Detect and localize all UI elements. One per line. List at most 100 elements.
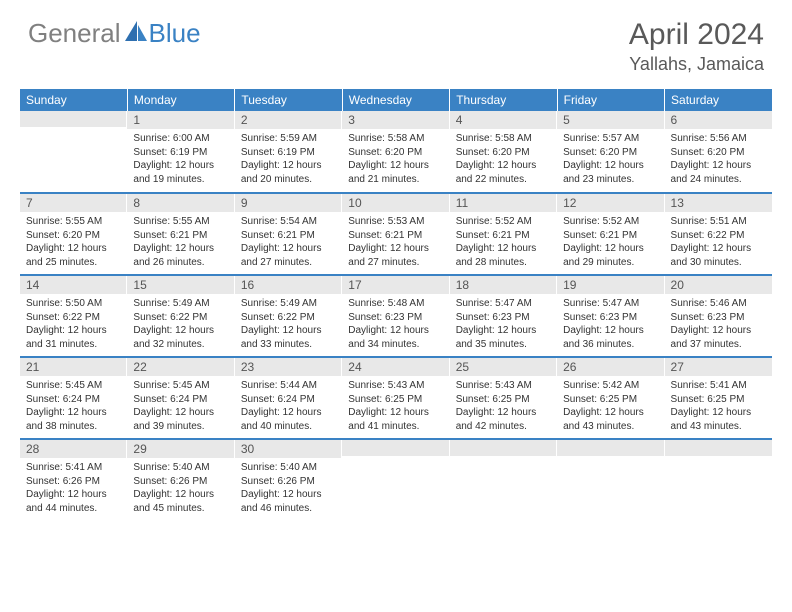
daylight-text: Daylight: 12 hours and 38 minutes. xyxy=(26,406,121,433)
brand-logo: General Blue xyxy=(28,18,201,49)
sunset-text: Sunset: 6:24 PM xyxy=(133,393,228,407)
sunrise-text: Sunrise: 5:50 AM xyxy=(26,297,121,311)
weekday-header: Monday xyxy=(127,89,234,111)
day-number: 30 xyxy=(235,440,342,458)
sunset-text: Sunset: 6:26 PM xyxy=(133,475,228,489)
daylight-text: Daylight: 12 hours and 31 minutes. xyxy=(26,324,121,351)
day-number: 21 xyxy=(20,358,127,376)
day-content: Sunrise: 5:58 AMSunset: 6:20 PMDaylight:… xyxy=(342,129,449,190)
sunset-text: Sunset: 6:21 PM xyxy=(456,229,551,243)
title-block: April 2024 Yallahs, Jamaica xyxy=(629,18,764,75)
daylight-text: Daylight: 12 hours and 29 minutes. xyxy=(563,242,658,269)
day-number xyxy=(342,440,449,456)
day-number: 5 xyxy=(557,111,664,129)
calendar-day-cell: 6Sunrise: 5:56 AMSunset: 6:20 PMDaylight… xyxy=(665,111,772,193)
daylight-text: Daylight: 12 hours and 44 minutes. xyxy=(26,488,121,515)
sunset-text: Sunset: 6:23 PM xyxy=(456,311,551,325)
calendar-day-cell: 17Sunrise: 5:48 AMSunset: 6:23 PMDayligh… xyxy=(342,275,449,357)
sunset-text: Sunset: 6:26 PM xyxy=(241,475,336,489)
weekday-header-row: Sunday Monday Tuesday Wednesday Thursday… xyxy=(20,89,772,111)
sunset-text: Sunset: 6:21 PM xyxy=(348,229,443,243)
sunset-text: Sunset: 6:20 PM xyxy=(563,146,658,160)
sunrise-text: Sunrise: 5:43 AM xyxy=(456,379,551,393)
sunrise-text: Sunrise: 5:42 AM xyxy=(563,379,658,393)
calendar-day-cell: 27Sunrise: 5:41 AMSunset: 6:25 PMDayligh… xyxy=(665,357,772,439)
day-content: Sunrise: 5:45 AMSunset: 6:24 PMDaylight:… xyxy=(20,376,127,437)
calendar-day-cell: 8Sunrise: 5:55 AMSunset: 6:21 PMDaylight… xyxy=(127,193,234,275)
sunrise-text: Sunrise: 5:59 AM xyxy=(241,132,336,146)
day-number: 15 xyxy=(127,276,234,294)
daylight-text: Daylight: 12 hours and 41 minutes. xyxy=(348,406,443,433)
day-content: Sunrise: 5:45 AMSunset: 6:24 PMDaylight:… xyxy=(127,376,234,437)
calendar-day-cell: 3Sunrise: 5:58 AMSunset: 6:20 PMDaylight… xyxy=(342,111,449,193)
day-content: Sunrise: 5:49 AMSunset: 6:22 PMDaylight:… xyxy=(235,294,342,355)
day-number: 24 xyxy=(342,358,449,376)
sunrise-text: Sunrise: 5:53 AM xyxy=(348,215,443,229)
daylight-text: Daylight: 12 hours and 21 minutes. xyxy=(348,159,443,186)
day-content: Sunrise: 5:51 AMSunset: 6:22 PMDaylight:… xyxy=(665,212,772,273)
day-number: 23 xyxy=(235,358,342,376)
calendar-day-cell: 26Sunrise: 5:42 AMSunset: 6:25 PMDayligh… xyxy=(557,357,664,439)
day-number xyxy=(20,111,127,127)
calendar-day-cell: 28Sunrise: 5:41 AMSunset: 6:26 PMDayligh… xyxy=(20,439,127,521)
day-content: Sunrise: 5:47 AMSunset: 6:23 PMDaylight:… xyxy=(450,294,557,355)
calendar-day-cell: 30Sunrise: 5:40 AMSunset: 6:26 PMDayligh… xyxy=(235,439,342,521)
sunset-text: Sunset: 6:24 PM xyxy=(241,393,336,407)
sunrise-text: Sunrise: 5:46 AM xyxy=(671,297,766,311)
sunrise-text: Sunrise: 5:41 AM xyxy=(26,461,121,475)
day-number: 3 xyxy=(342,111,449,129)
day-content: Sunrise: 6:00 AMSunset: 6:19 PMDaylight:… xyxy=(127,129,234,190)
day-content: Sunrise: 5:59 AMSunset: 6:19 PMDaylight:… xyxy=(235,129,342,190)
daylight-text: Daylight: 12 hours and 26 minutes. xyxy=(133,242,228,269)
day-number: 9 xyxy=(235,194,342,212)
sunset-text: Sunset: 6:26 PM xyxy=(26,475,121,489)
day-content: Sunrise: 5:43 AMSunset: 6:25 PMDaylight:… xyxy=(342,376,449,437)
day-number: 13 xyxy=(665,194,772,212)
sunrise-text: Sunrise: 5:54 AM xyxy=(241,215,336,229)
sunrise-text: Sunrise: 5:55 AM xyxy=(26,215,121,229)
day-number: 6 xyxy=(665,111,772,129)
day-content: Sunrise: 5:52 AMSunset: 6:21 PMDaylight:… xyxy=(450,212,557,273)
daylight-text: Daylight: 12 hours and 30 minutes. xyxy=(671,242,766,269)
sunset-text: Sunset: 6:23 PM xyxy=(348,311,443,325)
calendar-day-cell: 21Sunrise: 5:45 AMSunset: 6:24 PMDayligh… xyxy=(20,357,127,439)
calendar-day-cell: 24Sunrise: 5:43 AMSunset: 6:25 PMDayligh… xyxy=(342,357,449,439)
daylight-text: Daylight: 12 hours and 42 minutes. xyxy=(456,406,551,433)
calendar-day-cell: 29Sunrise: 5:40 AMSunset: 6:26 PMDayligh… xyxy=(127,439,234,521)
daylight-text: Daylight: 12 hours and 19 minutes. xyxy=(133,159,228,186)
calendar-day-cell: 20Sunrise: 5:46 AMSunset: 6:23 PMDayligh… xyxy=(665,275,772,357)
day-content: Sunrise: 5:56 AMSunset: 6:20 PMDaylight:… xyxy=(665,129,772,190)
sunset-text: Sunset: 6:25 PM xyxy=(348,393,443,407)
day-number xyxy=(557,440,664,456)
daylight-text: Daylight: 12 hours and 32 minutes. xyxy=(133,324,228,351)
day-number: 18 xyxy=(450,276,557,294)
sunset-text: Sunset: 6:22 PM xyxy=(133,311,228,325)
day-number: 7 xyxy=(20,194,127,212)
calendar-day-cell: 25Sunrise: 5:43 AMSunset: 6:25 PMDayligh… xyxy=(450,357,557,439)
sunset-text: Sunset: 6:23 PM xyxy=(671,311,766,325)
day-number: 16 xyxy=(235,276,342,294)
sunset-text: Sunset: 6:25 PM xyxy=(671,393,766,407)
daylight-text: Daylight: 12 hours and 35 minutes. xyxy=(456,324,551,351)
location: Yallahs, Jamaica xyxy=(629,54,764,75)
sunset-text: Sunset: 6:24 PM xyxy=(26,393,121,407)
calendar-week-row: 21Sunrise: 5:45 AMSunset: 6:24 PMDayligh… xyxy=(20,357,772,439)
sunset-text: Sunset: 6:25 PM xyxy=(563,393,658,407)
sunset-text: Sunset: 6:21 PM xyxy=(241,229,336,243)
day-content: Sunrise: 5:40 AMSunset: 6:26 PMDaylight:… xyxy=(235,458,342,519)
sunrise-text: Sunrise: 5:49 AM xyxy=(241,297,336,311)
day-number: 27 xyxy=(665,358,772,376)
sunset-text: Sunset: 6:21 PM xyxy=(133,229,228,243)
day-content: Sunrise: 5:43 AMSunset: 6:25 PMDaylight:… xyxy=(450,376,557,437)
sunrise-text: Sunrise: 5:44 AM xyxy=(241,379,336,393)
sunrise-text: Sunrise: 5:58 AM xyxy=(348,132,443,146)
sunrise-text: Sunrise: 5:51 AM xyxy=(671,215,766,229)
sunrise-text: Sunrise: 5:45 AM xyxy=(133,379,228,393)
sunrise-text: Sunrise: 5:40 AM xyxy=(241,461,336,475)
day-number: 26 xyxy=(557,358,664,376)
brand-part1: General xyxy=(28,18,121,49)
day-content: Sunrise: 5:44 AMSunset: 6:24 PMDaylight:… xyxy=(235,376,342,437)
weekday-header: Thursday xyxy=(450,89,557,111)
daylight-text: Daylight: 12 hours and 33 minutes. xyxy=(241,324,336,351)
daylight-text: Daylight: 12 hours and 27 minutes. xyxy=(241,242,336,269)
